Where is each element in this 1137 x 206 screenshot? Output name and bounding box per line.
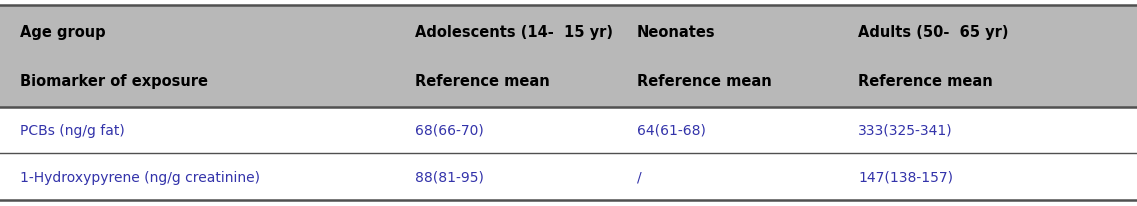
Text: Neonates: Neonates [637, 25, 715, 40]
Text: 64(61-68): 64(61-68) [637, 123, 706, 137]
Text: 147(138-157): 147(138-157) [858, 170, 954, 184]
Text: /: / [637, 170, 641, 184]
Text: 333(325-341): 333(325-341) [858, 123, 953, 137]
Text: 68(66-70): 68(66-70) [415, 123, 483, 137]
Text: 1-Hydroxypyrene (ng/g creatinine): 1-Hydroxypyrene (ng/g creatinine) [20, 170, 260, 184]
Text: PCBs (ng/g fat): PCBs (ng/g fat) [20, 123, 125, 137]
Text: 88(81-95): 88(81-95) [415, 170, 484, 184]
Text: Reference mean: Reference mean [858, 73, 994, 88]
Text: Age group: Age group [20, 25, 106, 40]
Text: Reference mean: Reference mean [637, 73, 772, 88]
Bar [0, 6, 1137, 107]
Text: Adolescents (14-  15 yr): Adolescents (14- 15 yr) [415, 25, 613, 40]
Text: Biomarker of exposure: Biomarker of exposure [20, 73, 208, 88]
Text: Adults (50-  65 yr): Adults (50- 65 yr) [858, 25, 1009, 40]
Text: Reference mean: Reference mean [415, 73, 550, 88]
